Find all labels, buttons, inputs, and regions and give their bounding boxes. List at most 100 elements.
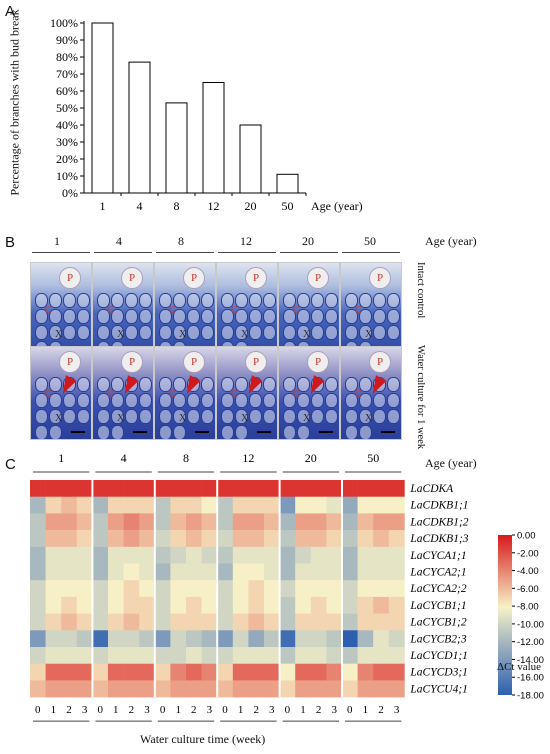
- cell-texture: [159, 377, 172, 392]
- cell-texture: [139, 377, 152, 392]
- heatmap-cell: [123, 663, 140, 681]
- cell-texture: [345, 293, 358, 308]
- cell-texture: [139, 325, 152, 340]
- heatmap-cell: [30, 680, 46, 698]
- heatmap-cell: [45, 513, 62, 531]
- colorbar-tick-label: -12.00: [517, 637, 544, 648]
- heatmap-cell: [154, 563, 171, 581]
- cell-texture: [235, 425, 248, 439]
- micrograph-culture-age-20: P C X: [278, 346, 340, 440]
- heatmap-cell: [388, 663, 405, 681]
- micrograph-culture-age-8: P C X: [154, 346, 216, 440]
- gene-label: LaCDKB1;3: [409, 533, 468, 545]
- heatmap-cell: [92, 663, 109, 681]
- heatmap-cell: [45, 546, 62, 564]
- heatmap-cell: [186, 563, 202, 581]
- heatmap-cell: [388, 546, 405, 564]
- heatmap-cell: [170, 613, 187, 631]
- heatmap-cell: [310, 630, 327, 648]
- week-label: 3: [207, 704, 213, 716]
- cell-texture: [325, 409, 338, 424]
- cell-texture: [187, 325, 200, 340]
- heatmap-cell: [295, 630, 312, 648]
- cell-texture: [345, 393, 358, 408]
- week-label: 1: [175, 704, 181, 716]
- colorbar-tick-label: -6.00: [517, 584, 539, 595]
- heatmap-cell: [373, 496, 390, 514]
- heatmap-cell: [123, 613, 140, 631]
- heatmap-cell: [170, 647, 187, 664]
- heatmap-cell: [154, 480, 171, 497]
- cell-texture: [97, 325, 110, 340]
- heatmap-cell: [45, 496, 62, 514]
- heatmap-cell: [170, 663, 187, 681]
- heatmap-cell: [123, 546, 140, 564]
- heatmap-cell: [61, 630, 78, 648]
- heatmap-cell: [217, 663, 234, 681]
- cell-texture: [283, 293, 296, 308]
- micrograph-culture-age-1: P C X: [30, 346, 92, 440]
- cambium-label: C: [45, 305, 52, 316]
- heatmap-cell: [326, 530, 343, 548]
- heatmap-cell: [201, 663, 218, 681]
- cell-texture: [159, 325, 172, 340]
- xylem-label: X: [179, 413, 187, 424]
- cell-texture: [77, 393, 90, 408]
- heatmap-cell: [139, 680, 156, 698]
- cell-texture: [325, 325, 338, 340]
- heatmap-cell: [295, 580, 312, 598]
- heatmap-cell: [186, 647, 202, 664]
- cell-texture: [111, 425, 124, 439]
- heatmap-cell: [123, 530, 140, 548]
- bar-age-20: [239, 124, 262, 194]
- heatmap-cell: [61, 546, 78, 564]
- heatmap-cell: [388, 563, 405, 581]
- heatmap-cell: [248, 647, 265, 664]
- cell-texture: [359, 393, 372, 408]
- heatmap-cell: [201, 546, 218, 564]
- heatmap-cell: [108, 546, 124, 564]
- age-underline: [342, 252, 400, 253]
- cambium-label: C: [231, 305, 238, 316]
- heatmap-cell: [186, 663, 202, 681]
- heatmap-cell: [279, 513, 296, 531]
- cell-texture: [201, 293, 214, 308]
- heatmap-cell: [30, 630, 46, 648]
- heatmap-cell: [61, 480, 78, 497]
- heatmap-cell: [92, 580, 109, 598]
- xylem-label: X: [241, 413, 249, 424]
- heatmap-cell: [248, 530, 265, 548]
- cell-texture: [311, 393, 324, 408]
- heatmap-cell: [92, 530, 109, 548]
- cell-texture: [201, 409, 214, 424]
- heatmap-cell: [279, 496, 296, 514]
- micrograph-control-age-1: P C X: [30, 262, 92, 356]
- heatmap-cell: [154, 580, 171, 598]
- heatmap-cell: [342, 480, 358, 497]
- xylem-label: X: [303, 413, 311, 424]
- heatmap-cell: [373, 630, 390, 648]
- heatmap-cell: [45, 663, 62, 681]
- age-header-4: 4: [116, 234, 122, 248]
- cell-texture: [125, 409, 138, 424]
- heatmap-cell: [373, 480, 390, 497]
- week-label: 0: [285, 704, 291, 716]
- cell-texture: [111, 325, 124, 340]
- heatmap-cell: [217, 630, 234, 648]
- heatmap-cell: [45, 580, 62, 598]
- heatmap-cell: [279, 647, 296, 664]
- x-tick-label: 50: [282, 199, 294, 213]
- cell-texture: [49, 293, 62, 308]
- age-header-12: 12: [240, 234, 252, 248]
- row-label-intact-control: Intact control: [415, 262, 426, 319]
- cell-texture: [125, 293, 138, 308]
- gene-label: LaCYCB1;2: [409, 617, 466, 629]
- cell-texture: [187, 309, 200, 324]
- heatmap-cell: [123, 496, 140, 514]
- cell-texture: [63, 325, 76, 340]
- cell-texture: [311, 377, 324, 392]
- heatmap-cell: [373, 680, 390, 698]
- heatmap-cell: [61, 680, 78, 698]
- cell-texture: [325, 309, 338, 324]
- heatmap-cell: [61, 513, 78, 531]
